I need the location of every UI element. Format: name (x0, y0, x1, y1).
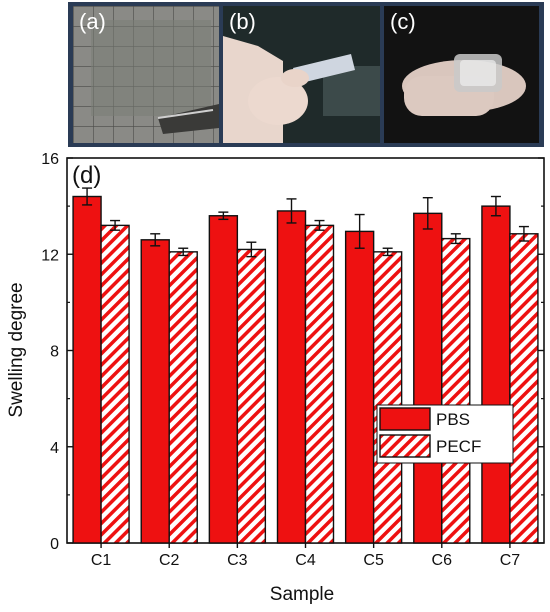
y-tick-label: 12 (41, 247, 59, 264)
panel-label: (d) (72, 162, 101, 189)
x-tick-label: C4 (295, 552, 316, 569)
legend: PBS PECF (376, 404, 514, 464)
axes-group: 0 4 8 12 16 C1 C2 C3 C4 C5 C6 C7 (41, 151, 544, 569)
photo-b-film: (b) (223, 6, 380, 143)
bar-pecf-c4 (304, 224, 335, 544)
legend-label-pecf: PECF (436, 437, 481, 456)
x-tick-label: C6 (432, 552, 453, 569)
bars-group (72, 187, 539, 544)
bar-pecf-c2 (168, 251, 198, 544)
legend-swatch-pecf (379, 434, 431, 458)
legend-label-pbs: PBS (436, 410, 470, 429)
x-tick-label: C2 (159, 552, 180, 569)
bar-pbs-c3 (208, 215, 239, 544)
bar-pecf-c1 (100, 224, 130, 544)
photo-strip: (a) (b) (c) (68, 2, 544, 147)
photo-a-mesh: (a) (73, 6, 219, 143)
bar-pbs-c5 (344, 230, 375, 544)
y-tick-label: 8 (50, 344, 59, 361)
photo-a-label: (a) (79, 9, 106, 34)
x-tick-label: C1 (91, 552, 112, 569)
x-tick-label: C3 (227, 552, 248, 569)
photo-c-label: (c) (390, 9, 416, 34)
photo-c-tube: (c) (384, 6, 539, 143)
legend-swatch-pbs (379, 407, 431, 431)
y-tick-label: 16 (41, 151, 59, 168)
x-tick-label: C5 (363, 552, 384, 569)
y-tick-label: 0 (50, 536, 59, 553)
photo-b-label: (b) (229, 9, 256, 34)
y-axis-label: Swelling degree (6, 282, 27, 417)
bar-pecf-c5 (372, 251, 403, 544)
bar-pbs-c7 (481, 205, 511, 544)
bar-pbs-c4 (276, 210, 307, 544)
bar-pecf-c6 (441, 237, 471, 544)
x-axis-label: Sample (270, 584, 334, 605)
x-tick-label: C7 (500, 552, 521, 569)
bar-pbs-c2 (140, 239, 170, 544)
bar-pecf-c3 (236, 248, 267, 544)
bar-pecf-c7 (509, 233, 539, 544)
bar-pbs-c1 (72, 195, 102, 544)
y-tick-label: 4 (50, 440, 59, 457)
bar-pbs-c6 (413, 212, 443, 544)
